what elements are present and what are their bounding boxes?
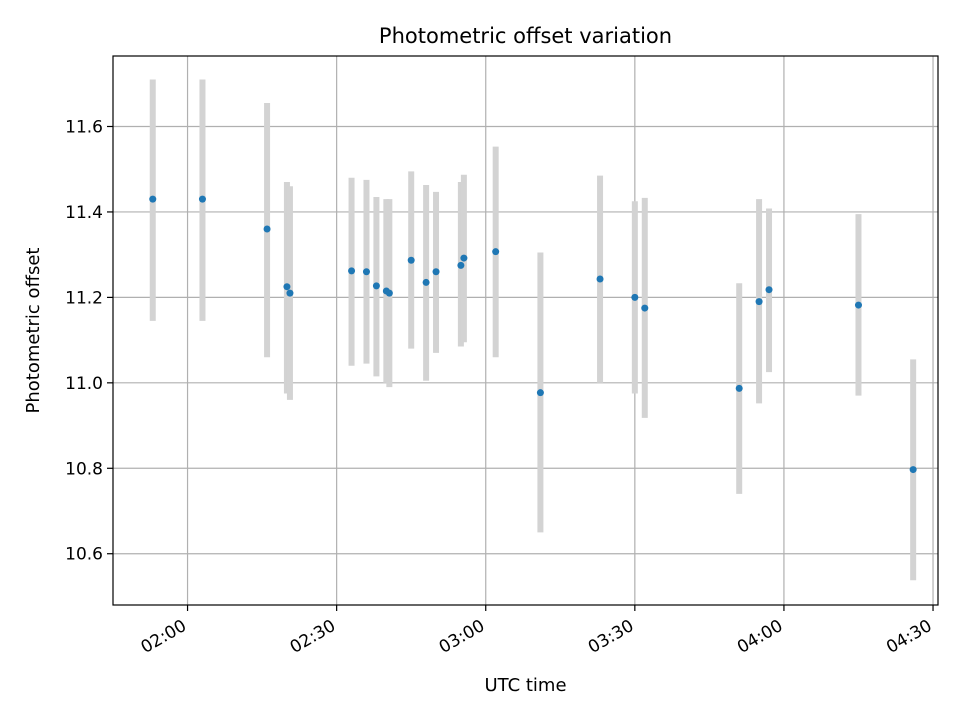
data-point	[286, 289, 294, 297]
data-point	[492, 248, 500, 256]
data-point	[457, 261, 465, 269]
grid-lines	[113, 56, 938, 605]
data-point	[536, 389, 544, 397]
data-point	[407, 256, 415, 264]
y-axis-ticks: 10.6 10.8 11.0 11.2 11.4 11.6	[65, 117, 113, 565]
data-point	[735, 384, 743, 392]
data-point	[755, 298, 763, 306]
y-tick-label: 11.6	[65, 117, 103, 137]
data-point	[149, 195, 157, 203]
data-point	[283, 283, 291, 291]
data-point	[198, 195, 206, 203]
data-point	[854, 301, 862, 309]
data-point	[596, 275, 604, 283]
data-point	[348, 267, 356, 275]
data-point	[362, 268, 370, 276]
data-point	[641, 304, 649, 312]
data-point	[263, 225, 271, 233]
data-point	[909, 466, 917, 474]
y-tick-label: 10.8	[65, 459, 103, 479]
data-points	[149, 195, 917, 474]
data-point	[460, 254, 468, 262]
data-point	[385, 289, 393, 297]
y-tick-label: 10.6	[65, 545, 103, 565]
data-point	[631, 293, 639, 301]
data-point	[372, 282, 380, 290]
x-axis-label: UTC time	[484, 675, 566, 696]
y-axis-label: Photometric offset	[23, 248, 44, 414]
data-point	[432, 268, 440, 276]
data-point	[765, 286, 773, 294]
y-tick-label: 11.0	[65, 374, 103, 394]
y-tick-label: 11.2	[65, 288, 103, 308]
y-tick-label: 11.4	[65, 203, 103, 223]
data-point	[422, 278, 430, 286]
plot-frame	[112, 55, 939, 606]
chart-title: Photometric offset variation	[379, 24, 672, 48]
